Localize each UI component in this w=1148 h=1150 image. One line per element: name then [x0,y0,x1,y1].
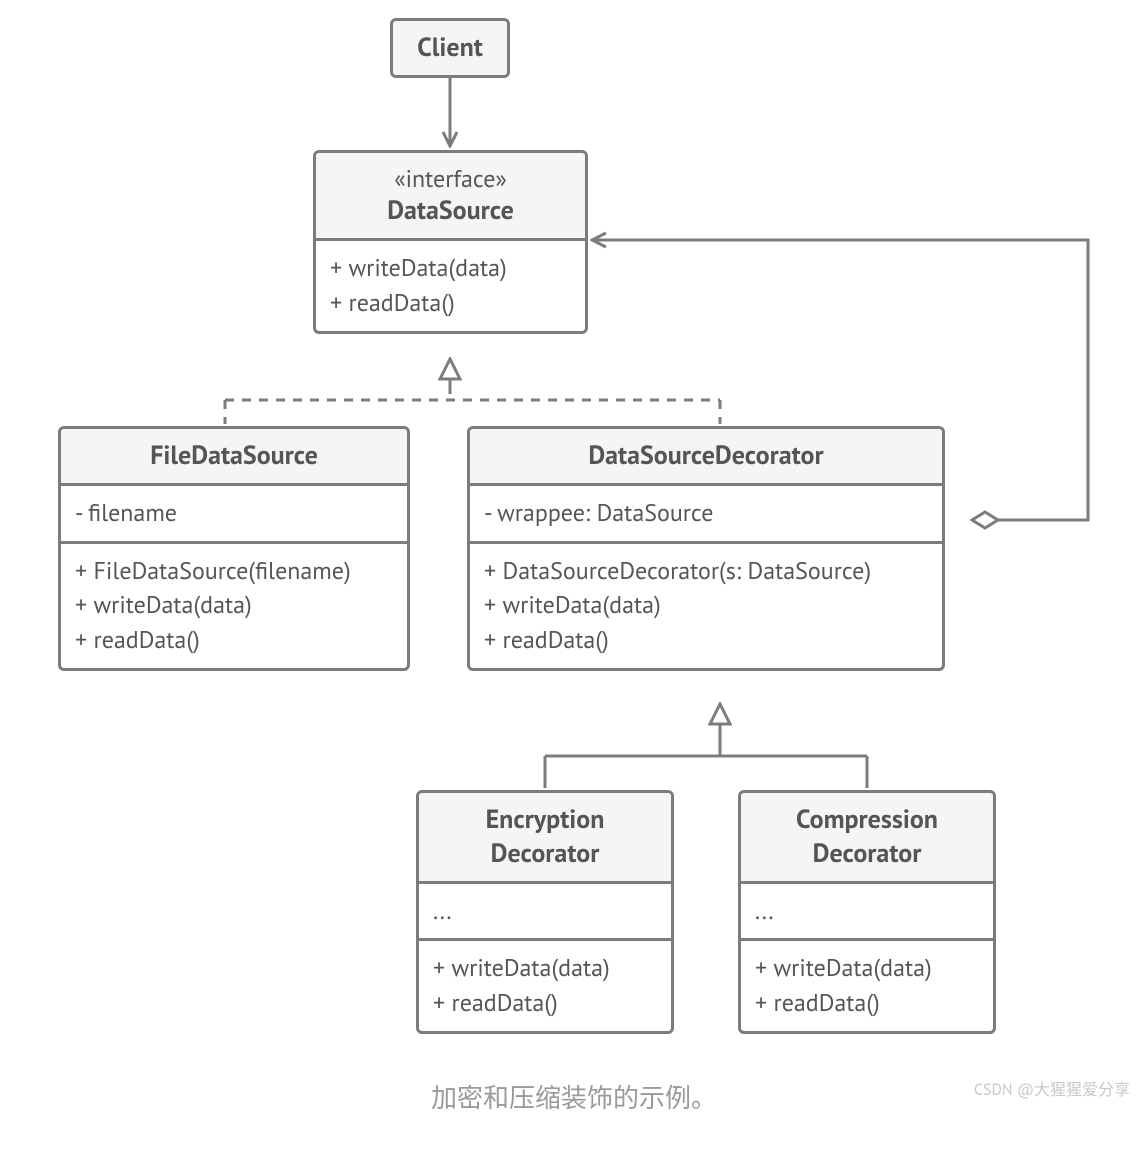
method: + writeData(data) [75,588,393,623]
method: + readData() [484,623,928,658]
method: + writeData(data) [433,951,657,986]
datasource-methods: + writeData(data) + readData() [316,241,585,331]
class-client: Client [390,18,510,78]
datasource-stereotype: «interface» [330,163,571,194]
client-title: Client [393,21,507,75]
compdec-title-1: Compression [796,803,938,836]
method: + writeData(data) [755,951,979,986]
field: ... [755,894,979,929]
method: + DataSourceDecorator(s: DataSource) [484,554,928,589]
method: + readData() [330,286,571,321]
encdec-title-2: Decorator [491,837,600,870]
datasource-title: DataSource [387,194,514,227]
field: - wrappee: DataSource [484,496,928,531]
method: + writeData(data) [330,251,571,286]
filedatasource-title: FileDataSource [61,429,407,486]
encdec-fields: ... [419,884,671,942]
class-encryptiondecorator: Encryption Decorator ... + writeData(dat… [416,790,674,1034]
method: + readData() [75,623,393,658]
compdec-header: Compression Decorator [741,793,993,884]
field: - filename [75,496,393,531]
filedatasource-fields: - filename [61,486,407,544]
compdec-title-2: Decorator [813,837,922,870]
encdec-methods: + writeData(data) + readData() [419,941,671,1031]
encdec-header: Encryption Decorator [419,793,671,884]
class-filedatasource: FileDataSource - filename + FileDataSour… [58,426,410,671]
method: + readData() [755,986,979,1021]
method: + readData() [433,986,657,1021]
dsdecorator-methods: + DataSourceDecorator(s: DataSource) + w… [470,544,942,668]
class-compressiondecorator: Compression Decorator ... + writeData(da… [738,790,996,1034]
interface-datasource: «interface» DataSource + writeData(data)… [313,150,588,334]
dsdecorator-fields: - wrappee: DataSource [470,486,942,544]
method: + writeData(data) [484,588,928,623]
compdec-methods: + writeData(data) + readData() [741,941,993,1031]
method: + FileDataSource(filename) [75,554,393,589]
watermark: CSDN @大猩猩爱分享 [974,1076,1130,1100]
encdec-title-1: Encryption [486,803,605,836]
filedatasource-methods: + FileDataSource(filename) + writeData(d… [61,544,407,668]
field: ... [433,894,657,929]
compdec-fields: ... [741,884,993,942]
datasource-header: «interface» DataSource [316,153,585,241]
class-dsdecorator: DataSourceDecorator - wrappee: DataSourc… [467,426,945,671]
dsdecorator-title: DataSourceDecorator [470,429,942,486]
